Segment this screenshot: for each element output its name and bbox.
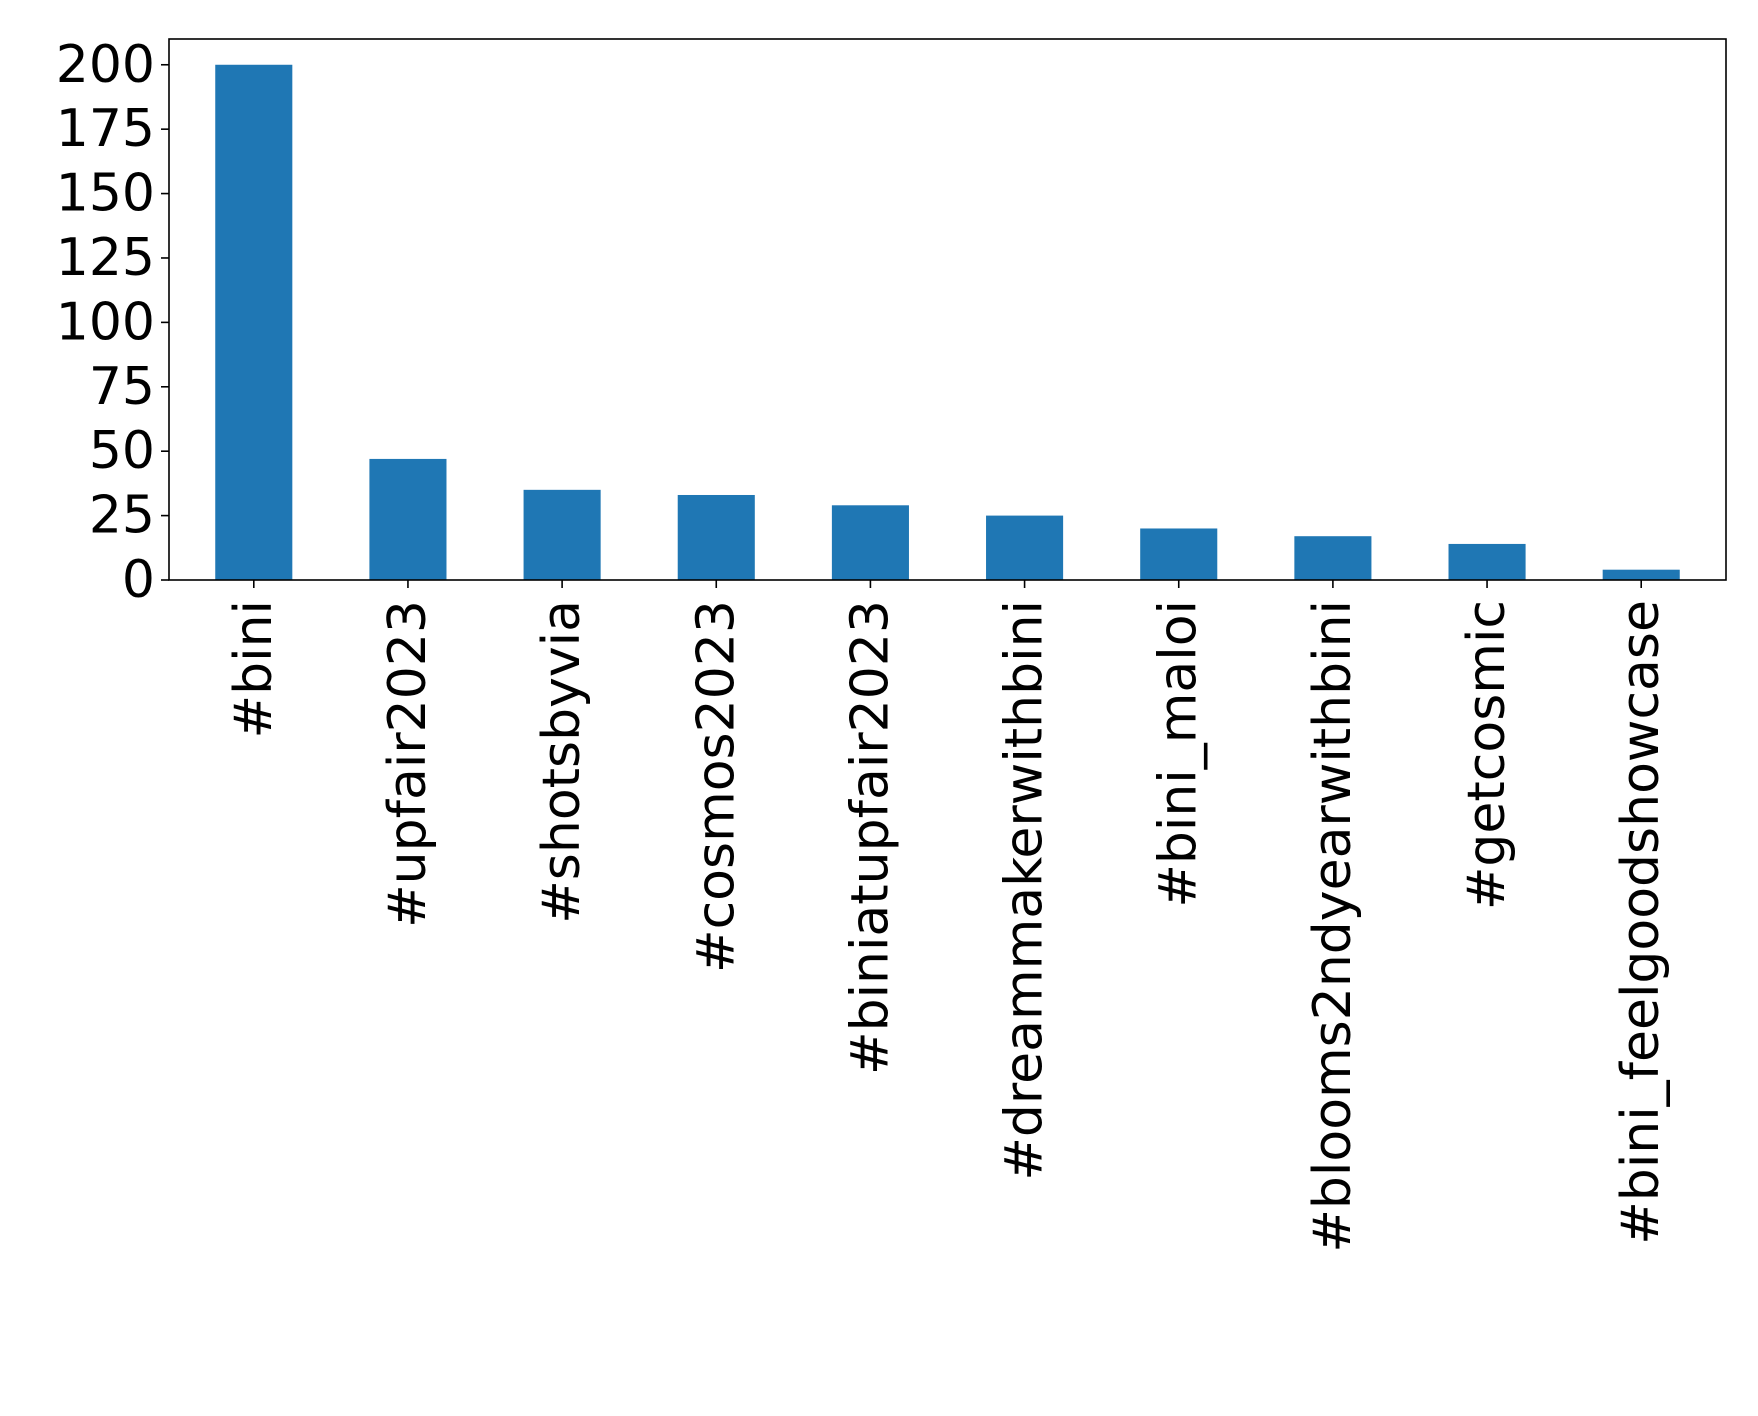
y-tick-label: 175: [56, 99, 155, 159]
plot-frame: [168, 38, 1727, 581]
x-tick-label: #cosmos2023: [686, 600, 746, 973]
x-tick-label: #upfair2023: [378, 600, 438, 928]
bars-layer: [215, 64, 1680, 580]
bar-blooms2ndyearwithbini: [1294, 536, 1372, 580]
x-axis: #bini #upfair2023 #shotsbyvia #cosmos2023 #b…: [224, 580, 1671, 1253]
bar-biniatupfair2023: [831, 505, 909, 580]
bar-bini-feelgoodshowcase: [1602, 569, 1680, 580]
bar-dreammakerwithbini: [986, 515, 1064, 580]
x-tick-label: #dreammakerwithbini: [995, 600, 1055, 1181]
x-tick-label: #bini: [224, 600, 284, 738]
y-tick-label: 75: [89, 357, 155, 417]
y-tick-label: 150: [56, 164, 155, 224]
x-tick-label: #shotsbyvia: [532, 600, 592, 924]
x-tick-label: #bini_maloi: [1149, 600, 1209, 908]
bar-bini: [215, 64, 293, 580]
x-tick-label: #biniatupfair2023: [840, 600, 900, 1075]
y-tick-label: 200: [56, 35, 155, 95]
y-tick-label: 125: [56, 228, 155, 288]
y-tick-label: 25: [89, 486, 155, 546]
x-tick-label: #getcosmic: [1457, 600, 1517, 910]
x-tick-label: #blooms2ndyearwithbini: [1303, 600, 1363, 1253]
y-tick-label: 50: [89, 421, 155, 481]
y-tick-label: 0: [122, 550, 155, 610]
bar-cosmos2023: [677, 494, 755, 580]
y-tick-label: 100: [56, 292, 155, 352]
bar-bini-maloi: [1140, 528, 1218, 580]
bar-shotsbyvia: [523, 489, 601, 580]
bar-upfair2023: [369, 458, 447, 580]
x-tick-label: #bini_feelgoodshowcase: [1611, 600, 1671, 1245]
bar-getcosmic: [1448, 543, 1526, 580]
